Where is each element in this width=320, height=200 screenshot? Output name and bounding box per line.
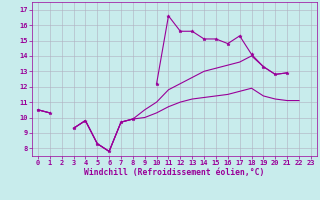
X-axis label: Windchill (Refroidissement éolien,°C): Windchill (Refroidissement éolien,°C): [84, 168, 265, 177]
